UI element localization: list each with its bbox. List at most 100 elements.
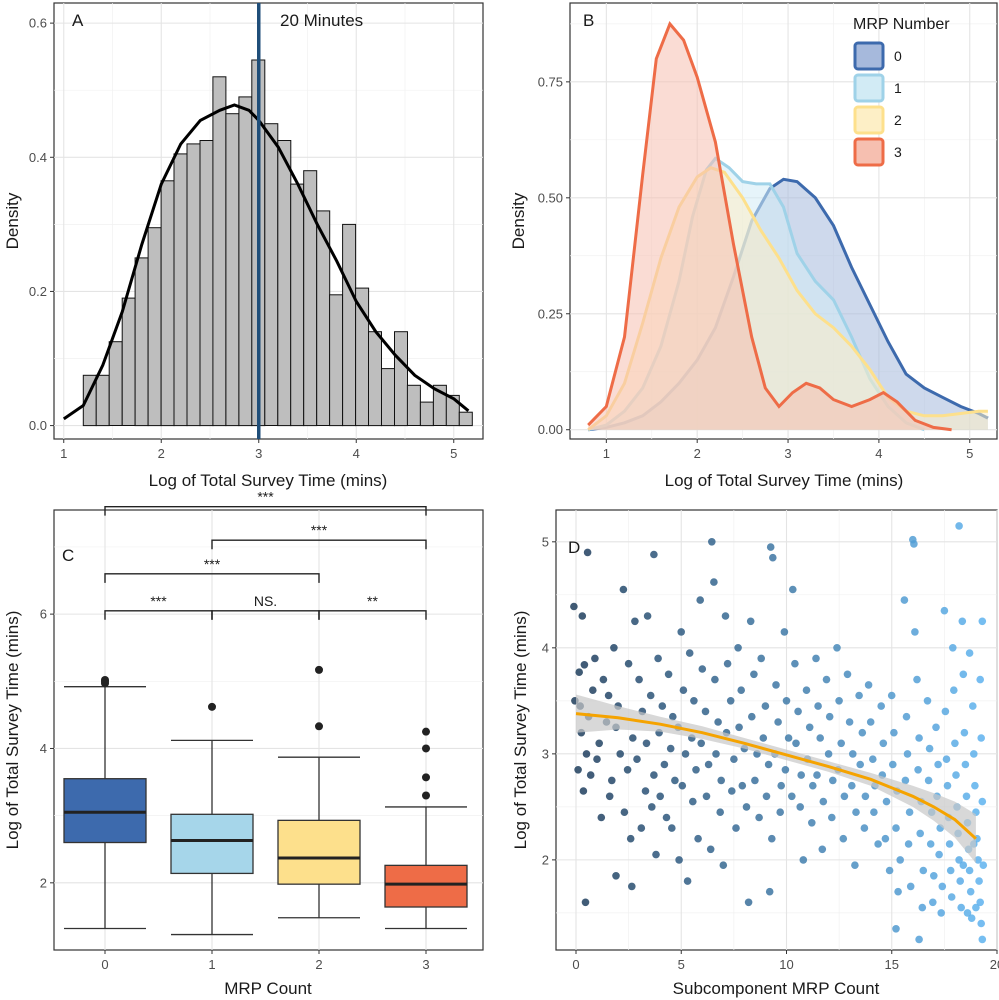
- panel-d-point: [794, 707, 802, 716]
- panel-d-point: [755, 813, 763, 822]
- panel-a-bar: [406, 384, 421, 426]
- panel-c-outlier: [422, 744, 430, 753]
- panel-a-bar: [419, 401, 434, 427]
- panel-a-bar: [160, 180, 175, 427]
- panel-d-point: [792, 739, 800, 748]
- panel-d-point: [860, 824, 869, 832]
- panel-d-point: [679, 686, 688, 694]
- panel-d-point: [589, 686, 597, 694]
- panel-d-point: [765, 887, 774, 896]
- panel-d-point: [721, 612, 730, 620]
- panel-c-box-0: [63, 778, 147, 844]
- panel-d-point: [958, 617, 967, 626]
- panel-a-x-tick-label: 3: [255, 446, 262, 461]
- panel-d-point: [882, 797, 891, 806]
- panel-a-bar: [186, 143, 201, 427]
- panel-d-point: [701, 707, 710, 716]
- panel-d-point: [916, 829, 924, 838]
- panel-d-y-axis-title: Log of Total Survey Time (mins): [511, 611, 530, 850]
- panel-d-point: [650, 771, 658, 779]
- panel-b-y-tick-label: 0.25: [538, 306, 563, 321]
- panel-c-y-tick-label: 2: [40, 875, 47, 890]
- panel-b-y-tick-label: 0.50: [538, 190, 563, 205]
- panel-d-point: [692, 766, 700, 774]
- panel-d-point: [748, 712, 756, 721]
- panel-b-legend-label-0: 0: [894, 48, 902, 64]
- panel-d-point: [706, 845, 715, 854]
- panel-a-x-tick-label: 1: [60, 446, 67, 461]
- panel-b-legend-key-3: [853, 137, 885, 167]
- panel-d-point: [685, 649, 694, 657]
- panel-d-point: [967, 914, 976, 922]
- panel-d-point: [624, 659, 633, 668]
- panel-a-bar: [329, 294, 344, 427]
- panel-d-point: [902, 712, 911, 721]
- panel-d-point: [822, 675, 831, 684]
- panel-d-point: [962, 792, 971, 801]
- panel-d-point: [698, 665, 707, 673]
- panel-d-point: [658, 702, 667, 710]
- panel-b-density-areas: [587, 21, 989, 432]
- panel-a-bar: [199, 140, 214, 427]
- panel-d-point: [744, 898, 753, 907]
- panel-a-y-axis-title: Density: [3, 192, 22, 249]
- panel-d-point: [637, 824, 646, 832]
- panel-c-significance-brackets: *** NS. ***********: [104, 489, 427, 620]
- panel-d-point: [777, 781, 785, 790]
- panel-d-point: [965, 866, 974, 875]
- panel-d-point: [648, 803, 656, 811]
- panel-a-bar: [342, 223, 357, 427]
- panel-d-point: [789, 585, 797, 594]
- panel-b-legend: MRP Number 0 1 2 3: [853, 16, 950, 167]
- panel-d-point: [959, 670, 968, 679]
- panel-d-point: [858, 728, 867, 737]
- panel-b-line-mrp-3: [587, 21, 952, 432]
- panel-d-fit-line: [575, 712, 977, 840]
- panel-d-point: [812, 654, 820, 663]
- panel-d-x-tick-label: 10: [779, 957, 793, 972]
- panel-d-point: [924, 776, 933, 785]
- panel-a-x-tick-label: 2: [158, 446, 165, 461]
- panel-d-point: [656, 792, 664, 801]
- panel-d-point: [757, 654, 765, 663]
- panel-d-point: [642, 739, 651, 748]
- panel-d-point: [918, 903, 927, 912]
- panel-d-point: [626, 834, 635, 843]
- panel-d-point: [668, 824, 676, 832]
- panel-d-point: [949, 644, 957, 652]
- panel-d-point: [666, 744, 675, 753]
- panel-a-x-tick-label: 5: [450, 446, 457, 461]
- panel-d-point: [710, 578, 718, 586]
- panel-d-point: [913, 675, 921, 684]
- panel-d-point: [819, 797, 828, 806]
- panel-d-point: [583, 548, 592, 557]
- panel-d-point: [619, 585, 628, 594]
- panel-d-point: [975, 877, 983, 885]
- panel-b-x-tick-label: 1: [603, 446, 610, 461]
- panel-d-point: [889, 760, 897, 769]
- panel-d-point: [697, 739, 705, 748]
- panel-d-point: [943, 781, 952, 790]
- panel-d-point: [829, 776, 837, 785]
- panel-d-y-tick-label: 4: [542, 640, 549, 655]
- panel-d-point: [979, 861, 988, 869]
- panel-d-point: [929, 898, 937, 907]
- panel-b-x-axis-title: Log of Total Survey Time (mins): [665, 471, 904, 490]
- panel-d-point: [877, 702, 885, 710]
- panel-d-point: [774, 718, 782, 726]
- panel-d-point: [730, 755, 738, 763]
- panel-a-bar: [394, 331, 408, 427]
- panel-d-point: [616, 750, 624, 758]
- panel-c-x-tick-label: 1: [208, 957, 215, 972]
- panel-d-point: [677, 628, 685, 636]
- panel-d-point: [708, 538, 716, 546]
- panel-d-y-tick-label: 5: [542, 534, 549, 549]
- panel-d-point: [940, 606, 949, 615]
- panel-d-point: [861, 792, 870, 801]
- panel-d-point: [935, 850, 943, 859]
- panel-d-point: [664, 670, 673, 679]
- panel-d-point: [669, 712, 677, 721]
- panel-c-significance-label: ***: [311, 522, 328, 538]
- panel-a-bar: [458, 411, 473, 427]
- panel-c-y-axis-title: Log of Total Survey Time (mins): [3, 611, 22, 850]
